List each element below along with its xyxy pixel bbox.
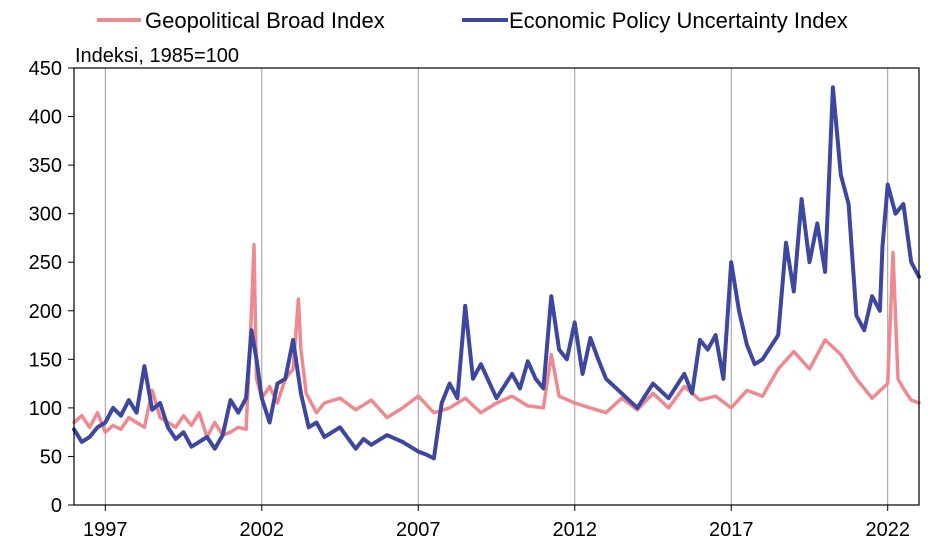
y-tick-label: 100 bbox=[29, 398, 62, 420]
y-tick-label: 450 bbox=[29, 58, 62, 80]
series-layer bbox=[72, 85, 921, 461]
legend-label-geopolitical: Geopolitical Broad Index bbox=[145, 8, 385, 33]
x-tick-label: 1997 bbox=[83, 519, 128, 541]
x-tick-label: 2022 bbox=[865, 519, 910, 541]
y-tick-label: 400 bbox=[29, 107, 62, 129]
legend-label-epu: Economic Policy Uncertainty Index bbox=[509, 8, 848, 33]
y-tick-label: 350 bbox=[29, 155, 62, 177]
y-tick-label: 0 bbox=[51, 495, 62, 517]
y-tick-label: 200 bbox=[29, 301, 62, 323]
plot-frame bbox=[73, 67, 920, 506]
x-tick-label: 2007 bbox=[396, 519, 441, 541]
y-unit-label: Indeksi, 1985=100 bbox=[75, 45, 239, 67]
x-tick-label: 2017 bbox=[709, 519, 754, 541]
y-tick-label: 250 bbox=[29, 252, 62, 274]
tick-layer: 1997 2002 2007 2012 2017 2022 0 50 100 150 200 250 3… bbox=[29, 58, 910, 541]
x-tick-label: 2002 bbox=[240, 519, 285, 541]
y-tick-label: 50 bbox=[40, 446, 62, 468]
y-tick-label: 300 bbox=[29, 204, 62, 226]
legend: Geopolitical Broad Index Economic Policy… bbox=[97, 8, 848, 33]
grid-layer bbox=[104, 68, 889, 505]
series-line-epu bbox=[72, 85, 921, 461]
y-tick-label: 150 bbox=[29, 349, 62, 371]
series-line-geopolitical bbox=[72, 242, 921, 439]
x-tick-label: 2012 bbox=[552, 519, 597, 541]
